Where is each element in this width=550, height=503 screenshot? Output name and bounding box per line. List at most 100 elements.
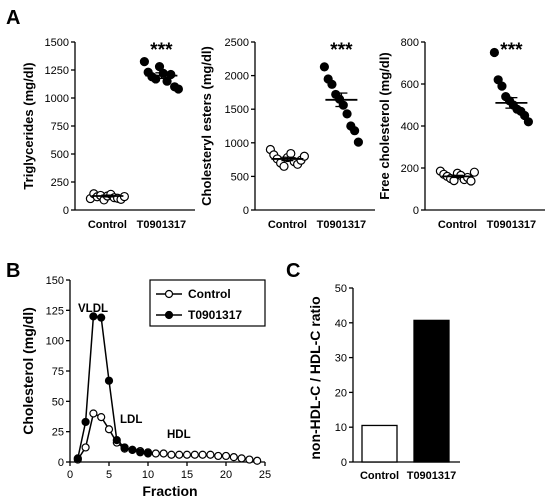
x-tick-label: 20 (220, 469, 232, 481)
x-tick-label: 0 (67, 469, 73, 481)
y-tick-label: 800 (401, 37, 419, 49)
data-point (97, 413, 106, 422)
data-point (89, 409, 98, 418)
category-label: T0901317 (137, 219, 187, 231)
y-tick-label: 100 (46, 336, 64, 348)
y-tick-label: 2500 (225, 37, 249, 49)
y-tick-label: 250 (51, 177, 69, 189)
y-tick-label: 600 (401, 79, 419, 91)
y-tick-label: 20 (335, 387, 347, 399)
category-label: Control (268, 219, 307, 231)
data-point (206, 450, 215, 459)
cholesteryl-esters-chart: 0 500 1000 1500 2000 2500 Control T0901317 Chole… (199, 37, 375, 231)
x-tick-label: 10 (142, 469, 154, 481)
x-tick-label: 5 (106, 469, 112, 481)
y-tick-label: 30 (335, 353, 347, 365)
data-point (523, 117, 534, 127)
data-point (89, 312, 98, 321)
fraction-annotation: LDL (120, 414, 142, 426)
data-point (97, 313, 106, 322)
y-tick-label: 25 (52, 427, 64, 439)
data-point (182, 450, 192, 459)
bar-control (361, 424, 398, 463)
y-tick-label: 1500 (45, 37, 69, 49)
y-tick-label: 1000 (45, 93, 69, 105)
data-point (120, 443, 129, 452)
category-label: T0901317 (317, 219, 367, 231)
data-point (489, 47, 499, 58)
y-tick-label: 400 (401, 121, 419, 133)
data-point (136, 448, 145, 457)
data-point (286, 148, 296, 159)
category-label: Control (438, 219, 477, 231)
category-label: Control (88, 219, 127, 231)
data-point (190, 450, 199, 459)
data-point (319, 62, 329, 72)
free-cholesterol-chart: 0 200 400 600 800 Control T0901317 Free cholest… (377, 37, 545, 231)
category-label: T0901317 (487, 219, 537, 231)
data-point (73, 454, 82, 463)
category-label: Control (360, 470, 399, 482)
data-point (173, 84, 183, 94)
y-tick-label: 500 (51, 149, 69, 161)
data-point (166, 69, 176, 80)
y-tick-label: 40 (335, 318, 347, 330)
data-point (469, 167, 479, 177)
data-point (154, 62, 165, 72)
data-point (342, 109, 352, 119)
data-point (104, 376, 114, 385)
y-tick-label: 0 (63, 205, 69, 217)
data-point (237, 454, 246, 463)
data-point (112, 436, 121, 445)
legend-marker (164, 310, 174, 320)
fraction-annotation: HDL (167, 429, 191, 441)
y-tick-label: 0 (58, 457, 64, 469)
panel-letter-a: A (6, 7, 20, 29)
y-axis-label: Cholesterol (mg/dl) (20, 307, 36, 435)
data-point (338, 100, 348, 110)
data-point (151, 449, 160, 458)
bar-t0901317 (413, 319, 450, 463)
y-axis-label: Free cholesterol (mg/dl) (377, 52, 392, 199)
category-label: T0901317 (407, 470, 457, 482)
legend-label: Control (188, 287, 231, 301)
data-point (81, 417, 90, 427)
y-tick-label: 75 (52, 366, 64, 378)
triglycerides-chart: 0 250 500 750 1000 1250 1500 Control T0901317 Tri… (21, 37, 195, 231)
legend-marker (164, 289, 174, 299)
y-tick-label: 0 (413, 205, 419, 217)
significance-marker: *** (330, 40, 353, 61)
y-tick-label: 2000 (225, 71, 249, 83)
data-point (139, 56, 149, 67)
ratio-bar-chart: 0 10 20 30 40 50 Control T0901317 non-HDL-C / HD… (307, 283, 460, 482)
y-tick-label: 0 (341, 457, 347, 469)
data-point (279, 161, 289, 171)
panel-letter-b: B (6, 260, 20, 282)
data-point (104, 425, 114, 434)
data-point (221, 451, 231, 461)
y-tick-label: 50 (52, 396, 64, 408)
data-point (497, 81, 507, 91)
data-point (143, 449, 153, 458)
data-point (198, 450, 207, 459)
y-tick-label: 50 (335, 283, 347, 295)
legend-label: T0901317 (188, 308, 242, 322)
data-point (214, 451, 223, 461)
data-point (466, 176, 476, 186)
y-tick-label: 500 (231, 171, 249, 183)
data-point (353, 137, 363, 147)
y-axis-label: Cholesteryl esters (mg/dl) (199, 46, 214, 206)
data-point (327, 79, 337, 89)
data-point (159, 449, 168, 458)
y-axis-label: non-HDL-C / HDL-C ratio (307, 296, 323, 459)
data-point (245, 455, 254, 464)
significance-marker: *** (500, 40, 523, 61)
significance-marker: *** (150, 40, 173, 61)
y-tick-label: 1000 (225, 138, 249, 150)
x-tick-label: 15 (181, 469, 193, 481)
y-tick-label: 1250 (45, 65, 69, 77)
y-tick-label: 0 (243, 205, 249, 217)
data-point (229, 453, 238, 462)
y-tick-label: 150 (46, 275, 64, 287)
